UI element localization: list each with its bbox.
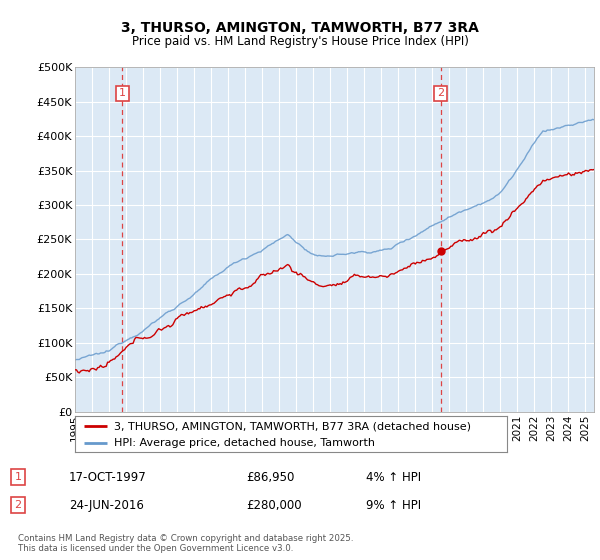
Text: 4% ↑ HPI: 4% ↑ HPI bbox=[366, 470, 421, 484]
Text: 9% ↑ HPI: 9% ↑ HPI bbox=[366, 498, 421, 512]
Text: 3, THURSO, AMINGTON, TAMWORTH, B77 3RA (detached house): 3, THURSO, AMINGTON, TAMWORTH, B77 3RA (… bbox=[114, 421, 471, 431]
Text: £86,950: £86,950 bbox=[246, 470, 295, 484]
Text: 24-JUN-2016: 24-JUN-2016 bbox=[69, 498, 144, 512]
Text: Contains HM Land Registry data © Crown copyright and database right 2025.
This d: Contains HM Land Registry data © Crown c… bbox=[18, 534, 353, 553]
Text: 2: 2 bbox=[437, 88, 444, 99]
Text: 17-OCT-1997: 17-OCT-1997 bbox=[69, 470, 147, 484]
Text: 1: 1 bbox=[119, 88, 126, 99]
Text: HPI: Average price, detached house, Tamworth: HPI: Average price, detached house, Tamw… bbox=[114, 438, 375, 449]
Text: £280,000: £280,000 bbox=[246, 498, 302, 512]
Text: Price paid vs. HM Land Registry's House Price Index (HPI): Price paid vs. HM Land Registry's House … bbox=[131, 35, 469, 48]
Text: 2: 2 bbox=[14, 500, 22, 510]
Text: 1: 1 bbox=[14, 472, 22, 482]
Text: 3, THURSO, AMINGTON, TAMWORTH, B77 3RA: 3, THURSO, AMINGTON, TAMWORTH, B77 3RA bbox=[121, 21, 479, 35]
